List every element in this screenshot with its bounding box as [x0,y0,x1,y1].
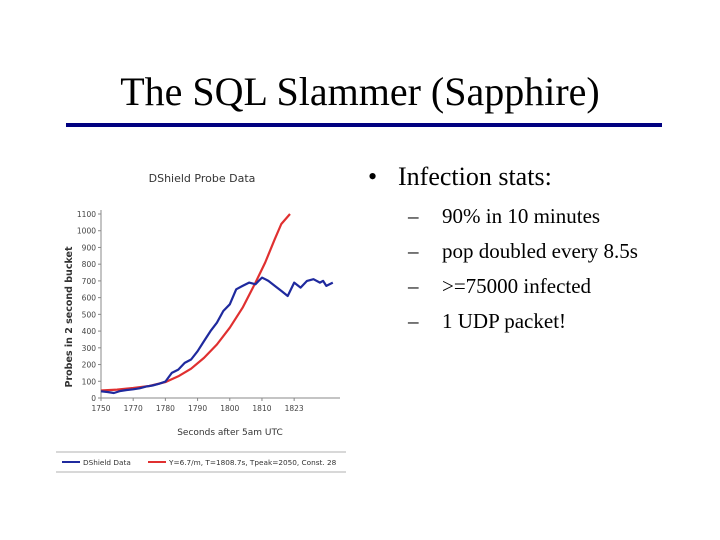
sub-bullet-text: pop doubled every 8.5s [442,239,638,263]
x-tick-label: 1780 [156,404,175,413]
sub-bullet-item: – >=75000 infected [408,274,708,309]
y-tick-label: 900 [82,243,97,252]
slide-title: The SQL Slammer (Sapphire) [120,69,600,114]
chart-title: DShield Probe Data [149,172,256,185]
x-tick-label: 1770 [124,404,143,413]
sub-bullet-item: – 90% in 10 minutes [408,204,708,239]
sub-bullet-text: 90% in 10 minutes [442,204,601,228]
sub-bullet-list: – 90% in 10 minutes – pop doubled every … [368,204,708,344]
bullet-list: • Infection stats: – 90% in 10 minutes –… [368,162,708,344]
y-tick-label: 300 [82,344,97,353]
y-tick-label: 200 [82,361,97,370]
y-tick-label: 700 [82,277,97,286]
series-line-fit [100,213,291,392]
sub-bullet-dash: – [408,204,419,228]
sub-bullet-text: 1 UDP packet! [442,309,567,333]
x-axis-label: Seconds after 5am UTC [177,428,283,438]
y-axis-label: Probes in 2 second bucket [64,246,75,387]
legend-label: Y=6.7/m, T=1808.7s, Tpeak=2050, Const. 2… [168,458,337,467]
y-tick-label: 500 [82,310,97,319]
bullet-infection-stats: • Infection stats: [368,162,708,192]
sub-bullet-dash: – [408,274,419,298]
sub-bullet-item: – 1 UDP packet! [408,309,708,344]
y-tick-label: 1100 [77,210,96,219]
plot-lines [100,213,334,395]
sub-bullet-dash: – [408,309,419,333]
sub-bullet-item: – pop doubled every 8.5s [408,239,708,274]
x-tick-label: 1810 [252,404,271,413]
title-underline [66,123,662,127]
bullet-symbol: • [368,162,378,191]
chart-legend: DShield Data Y=6.7/m, T=1808.7s, Tpeak=20… [56,451,346,473]
legend-label: DShield Data [83,458,131,467]
y-tick-label: 400 [82,327,97,336]
y-tick-label: 600 [82,294,97,303]
probe-data-chart: DShield Probe Data Probes in 2 second bu… [56,172,346,473]
x-tick-label: 1750 [91,404,110,413]
chart-axes: 0 100 200 300 400 500 600 700 800 900 1000 1100 1750… [77,210,340,413]
y-tick-label: 100 [82,377,97,386]
x-tick-label: 1823 [285,404,304,413]
x-tick-label: 1790 [188,404,207,413]
y-tick-label: 1000 [77,227,96,236]
y-tick-label: 0 [91,394,96,403]
bullet-main-text: Infection stats: [398,162,552,191]
y-tick-label: 800 [82,260,97,269]
sub-bullet-dash: – [408,239,419,263]
x-tick-label: 1800 [220,404,239,413]
series-line-dshield [100,276,334,395]
sub-bullet-text: >=75000 infected [442,274,592,298]
